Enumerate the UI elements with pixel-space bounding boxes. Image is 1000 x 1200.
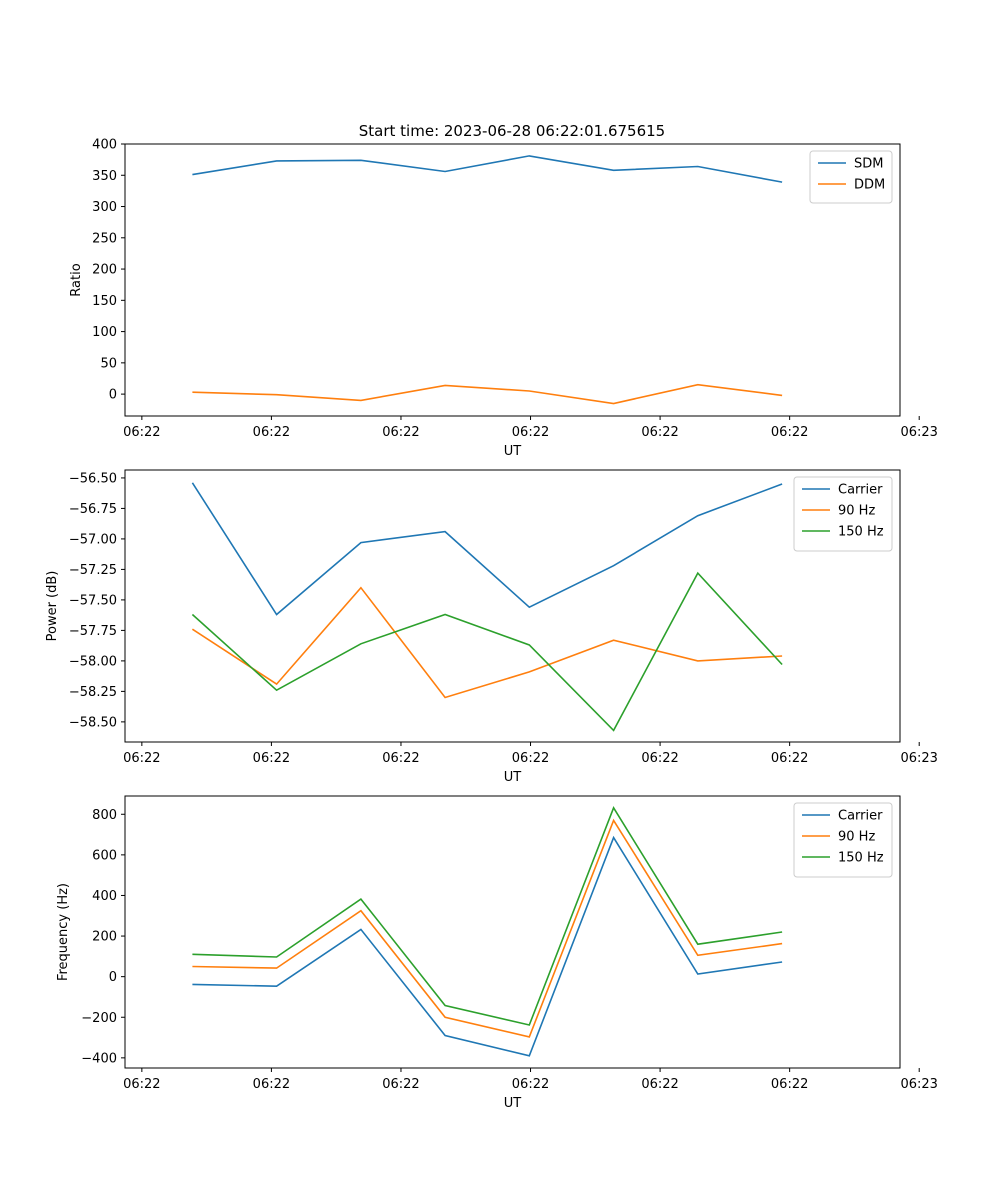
series-line-sdm <box>192 155 783 183</box>
ratio-panel: 06:22 06:22 06:22 06:22 06:22 06:22 06:23 0 50 10… <box>69 138 938 460</box>
x-tick-label: 06:22 <box>771 751 808 766</box>
y-tick-label: −58.50 <box>69 715 117 730</box>
legend-label: 150 Hz <box>838 851 884 866</box>
legend-box <box>793 476 893 552</box>
figure-title: Start time: 2023-06-28 06:22:01.675615 <box>359 122 665 140</box>
legend-label: Carrier <box>838 809 883 824</box>
y-tick-label: −400 <box>81 1051 117 1066</box>
axes-frame <box>124 469 901 743</box>
y-tick-label: 300 <box>92 200 117 215</box>
series-line-90-hz <box>192 818 783 1038</box>
x-tick-label: 06:22 <box>382 1077 419 1092</box>
legend-label: DDM <box>854 178 885 193</box>
y-tick-label: 400 <box>92 138 117 153</box>
y-tick-label: 0 <box>109 970 117 985</box>
y-tick-label: −200 <box>81 1011 117 1026</box>
x-tick-label: 06:22 <box>512 425 549 440</box>
x-tick-label: 06:22 <box>123 1077 160 1092</box>
y-tick-label: 0 <box>109 388 117 403</box>
y-tick-label: −57.50 <box>69 593 117 608</box>
legend-label: 90 Hz <box>838 830 875 845</box>
x-tick-label: 06:22 <box>771 1077 808 1092</box>
series-line-90-hz <box>191 586 783 699</box>
x-tick-label: 06:22 <box>123 425 160 440</box>
y-tick-label: 350 <box>92 169 117 184</box>
y-axis-label: Power (dB) <box>45 571 60 642</box>
y-tick-label: 200 <box>92 930 117 945</box>
x-tick-label: 06:22 <box>512 1077 549 1092</box>
y-tick-label: 50 <box>100 356 117 371</box>
x-tick-label: 06:22 <box>641 1077 678 1092</box>
series-line-ddm <box>192 383 783 405</box>
y-tick-label: 250 <box>92 231 117 246</box>
legend-box <box>809 150 893 204</box>
x-tick-label: 06:22 <box>641 751 678 766</box>
y-tick-label: −58.00 <box>69 654 117 669</box>
x-tick-label: 06:22 <box>253 425 290 440</box>
legend-label: 90 Hz <box>838 504 875 519</box>
y-tick-label: 800 <box>92 808 117 823</box>
legend-label: 150 Hz <box>838 525 884 540</box>
power-panel: 06:22 06:22 06:22 06:22 06:22 06:22 06:23 −58.5… <box>45 469 938 785</box>
y-tick-label: 600 <box>92 848 117 863</box>
x-tick-label: 06:22 <box>382 425 419 440</box>
series-line-150-hz <box>191 571 783 732</box>
y-tick-label: −57.75 <box>69 624 117 639</box>
axes-frame <box>124 143 901 417</box>
series-line-carrier <box>192 835 783 1057</box>
y-axis-label: Frequency (Hz) <box>56 883 71 981</box>
x-axis-label: UT <box>504 770 522 785</box>
y-tick-label: 200 <box>92 263 117 278</box>
series-line-carrier <box>191 482 783 616</box>
legend-label: SDM <box>854 157 883 172</box>
y-tick-label: −56.75 <box>69 502 117 517</box>
y-axis-label: Ratio <box>69 263 84 296</box>
y-tick-label: −56.50 <box>69 471 117 486</box>
x-axis-label: UT <box>504 444 522 459</box>
y-tick-label: 100 <box>92 325 117 340</box>
axes-frame <box>124 795 901 1069</box>
x-tick-label: 06:22 <box>641 425 678 440</box>
x-tick-label: 06:22 <box>123 751 160 766</box>
y-tick-label: −57.25 <box>69 563 117 578</box>
x-tick-label: 06:23 <box>900 1077 937 1092</box>
legend-label: Carrier <box>838 483 883 498</box>
x-tick-label: 06:22 <box>253 751 290 766</box>
y-tick-label: 150 <box>92 294 117 309</box>
frequency-panel: 06:22 06:22 06:22 06:22 06:22 06:22 06:23 −400 −… <box>56 795 938 1111</box>
x-tick-label: 06:22 <box>771 425 808 440</box>
x-tick-label: 06:22 <box>382 751 419 766</box>
x-tick-label: 06:23 <box>900 425 937 440</box>
legend-box <box>793 802 893 878</box>
y-tick-label: 400 <box>92 889 117 904</box>
series-line-150-hz <box>192 806 783 1026</box>
y-tick-label: −58.25 <box>69 685 117 700</box>
x-axis-label: UT <box>504 1096 522 1111</box>
x-tick-label: 06:23 <box>900 751 937 766</box>
x-tick-label: 06:22 <box>512 751 549 766</box>
x-tick-label: 06:22 <box>253 1077 290 1092</box>
y-tick-label: −57.00 <box>69 532 117 547</box>
